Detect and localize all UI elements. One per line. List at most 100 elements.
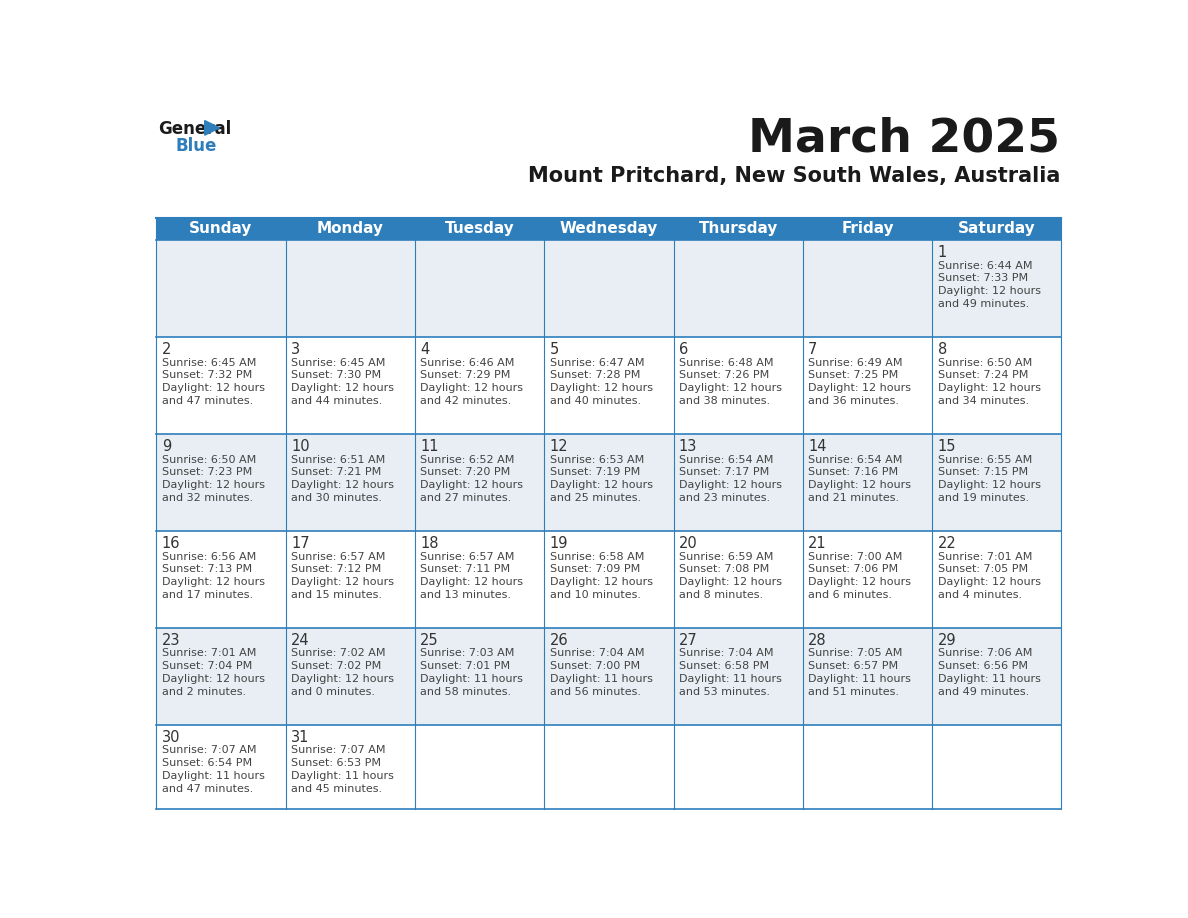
Text: 10: 10: [291, 439, 310, 454]
Text: Daylight: 12 hours: Daylight: 12 hours: [678, 383, 782, 393]
Text: Sunrise: 6:47 AM: Sunrise: 6:47 AM: [550, 358, 644, 367]
Text: Sunrise: 7:04 AM: Sunrise: 7:04 AM: [550, 648, 644, 658]
Text: Sunrise: 7:07 AM: Sunrise: 7:07 AM: [291, 745, 385, 756]
Text: Sunset: 7:19 PM: Sunset: 7:19 PM: [550, 467, 640, 477]
Text: 29: 29: [937, 633, 956, 648]
Text: Sunset: 7:12 PM: Sunset: 7:12 PM: [291, 565, 381, 575]
Text: and 47 minutes.: and 47 minutes.: [162, 784, 253, 793]
Text: 23: 23: [162, 633, 181, 648]
Text: 28: 28: [808, 633, 827, 648]
Text: Sunrise: 6:53 AM: Sunrise: 6:53 AM: [550, 454, 644, 465]
Text: Sunset: 6:57 PM: Sunset: 6:57 PM: [808, 661, 898, 671]
Text: Daylight: 12 hours: Daylight: 12 hours: [162, 674, 265, 684]
Text: 9: 9: [162, 439, 171, 454]
Text: Sunrise: 6:54 AM: Sunrise: 6:54 AM: [808, 454, 903, 465]
Text: Sunset: 7:28 PM: Sunset: 7:28 PM: [550, 370, 640, 380]
Text: and 49 minutes.: and 49 minutes.: [937, 299, 1029, 308]
Text: 30: 30: [162, 730, 181, 745]
Text: Sunrise: 7:03 AM: Sunrise: 7:03 AM: [421, 648, 514, 658]
Text: Daylight: 12 hours: Daylight: 12 hours: [421, 480, 523, 490]
Text: and 8 minutes.: and 8 minutes.: [678, 589, 763, 599]
Text: and 27 minutes.: and 27 minutes.: [421, 493, 512, 503]
Text: Daylight: 12 hours: Daylight: 12 hours: [162, 383, 265, 393]
Text: 31: 31: [291, 730, 309, 745]
Text: Sunrise: 6:59 AM: Sunrise: 6:59 AM: [678, 552, 773, 562]
Text: 1: 1: [937, 245, 947, 261]
Text: and 51 minutes.: and 51 minutes.: [808, 687, 899, 697]
Text: Sunset: 7:26 PM: Sunset: 7:26 PM: [678, 370, 769, 380]
Text: Daylight: 12 hours: Daylight: 12 hours: [550, 383, 652, 393]
Text: 24: 24: [291, 633, 310, 648]
Text: March 2025: March 2025: [748, 117, 1060, 162]
Text: Sunset: 6:54 PM: Sunset: 6:54 PM: [162, 758, 252, 768]
Text: Daylight: 12 hours: Daylight: 12 hours: [162, 577, 265, 587]
Text: Daylight: 12 hours: Daylight: 12 hours: [937, 577, 1041, 587]
Text: 7: 7: [808, 342, 817, 357]
Text: and 15 minutes.: and 15 minutes.: [291, 589, 383, 599]
Text: Sunset: 7:15 PM: Sunset: 7:15 PM: [937, 467, 1028, 477]
Text: Daylight: 12 hours: Daylight: 12 hours: [550, 577, 652, 587]
Text: Sunset: 7:01 PM: Sunset: 7:01 PM: [421, 661, 511, 671]
Text: and 4 minutes.: and 4 minutes.: [937, 589, 1022, 599]
Text: and 56 minutes.: and 56 minutes.: [550, 687, 640, 697]
Text: 16: 16: [162, 536, 181, 551]
Text: Sunrise: 6:57 AM: Sunrise: 6:57 AM: [291, 552, 385, 562]
Text: Sunset: 6:56 PM: Sunset: 6:56 PM: [937, 661, 1028, 671]
Text: Sunset: 7:32 PM: Sunset: 7:32 PM: [162, 370, 252, 380]
Text: Sunset: 7:00 PM: Sunset: 7:00 PM: [550, 661, 640, 671]
Text: Sunrise: 6:44 AM: Sunrise: 6:44 AM: [937, 261, 1032, 271]
Text: Sunset: 7:06 PM: Sunset: 7:06 PM: [808, 565, 898, 575]
Text: Daylight: 12 hours: Daylight: 12 hours: [808, 383, 911, 393]
Text: Sunset: 7:09 PM: Sunset: 7:09 PM: [550, 565, 640, 575]
Text: Saturday: Saturday: [958, 221, 1036, 237]
Text: Daylight: 12 hours: Daylight: 12 hours: [291, 383, 394, 393]
Text: Daylight: 12 hours: Daylight: 12 hours: [937, 480, 1041, 490]
Bar: [157, 337, 1061, 434]
Text: and 47 minutes.: and 47 minutes.: [162, 396, 253, 406]
Text: and 6 minutes.: and 6 minutes.: [808, 589, 892, 599]
Text: 26: 26: [550, 633, 568, 648]
Text: Tuesday: Tuesday: [444, 221, 514, 237]
Text: Daylight: 12 hours: Daylight: 12 hours: [291, 674, 394, 684]
Text: Blue: Blue: [176, 137, 217, 155]
Text: and 49 minutes.: and 49 minutes.: [937, 687, 1029, 697]
Text: Daylight: 12 hours: Daylight: 12 hours: [678, 577, 782, 587]
Text: and 32 minutes.: and 32 minutes.: [162, 493, 253, 503]
Text: Sunset: 7:33 PM: Sunset: 7:33 PM: [937, 274, 1028, 284]
Polygon shape: [204, 120, 220, 135]
Text: and 25 minutes.: and 25 minutes.: [550, 493, 640, 503]
Text: Daylight: 11 hours: Daylight: 11 hours: [937, 674, 1041, 684]
Text: 5: 5: [550, 342, 558, 357]
Text: Sunset: 7:16 PM: Sunset: 7:16 PM: [808, 467, 898, 477]
Bar: [157, 218, 1061, 240]
Text: Sunset: 7:25 PM: Sunset: 7:25 PM: [808, 370, 898, 380]
Text: and 58 minutes.: and 58 minutes.: [421, 687, 511, 697]
Text: Sunrise: 6:45 AM: Sunrise: 6:45 AM: [162, 358, 257, 367]
Text: Daylight: 11 hours: Daylight: 11 hours: [291, 771, 394, 781]
Text: and 10 minutes.: and 10 minutes.: [550, 589, 640, 599]
Text: Sunrise: 7:04 AM: Sunrise: 7:04 AM: [678, 648, 773, 658]
Text: 27: 27: [678, 633, 697, 648]
Text: Sunset: 7:30 PM: Sunset: 7:30 PM: [291, 370, 381, 380]
Text: Daylight: 12 hours: Daylight: 12 hours: [937, 383, 1041, 393]
Text: 4: 4: [421, 342, 430, 357]
Bar: [157, 434, 1061, 531]
Text: Sunset: 7:11 PM: Sunset: 7:11 PM: [421, 565, 511, 575]
Text: 12: 12: [550, 439, 568, 454]
Text: 21: 21: [808, 536, 827, 551]
Text: 22: 22: [937, 536, 956, 551]
Text: Sunrise: 7:05 AM: Sunrise: 7:05 AM: [808, 648, 903, 658]
Text: 20: 20: [678, 536, 697, 551]
Text: Daylight: 12 hours: Daylight: 12 hours: [808, 480, 911, 490]
Text: Sunset: 7:21 PM: Sunset: 7:21 PM: [291, 467, 381, 477]
Text: Sunday: Sunday: [189, 221, 253, 237]
Text: Sunrise: 7:01 AM: Sunrise: 7:01 AM: [937, 552, 1032, 562]
Text: Monday: Monday: [317, 221, 384, 237]
Text: Daylight: 11 hours: Daylight: 11 hours: [162, 771, 265, 781]
Text: Sunrise: 7:00 AM: Sunrise: 7:00 AM: [808, 552, 903, 562]
Text: and 30 minutes.: and 30 minutes.: [291, 493, 383, 503]
Text: and 2 minutes.: and 2 minutes.: [162, 687, 246, 697]
Text: Daylight: 11 hours: Daylight: 11 hours: [550, 674, 652, 684]
Text: and 21 minutes.: and 21 minutes.: [808, 493, 899, 503]
Text: 3: 3: [291, 342, 301, 357]
